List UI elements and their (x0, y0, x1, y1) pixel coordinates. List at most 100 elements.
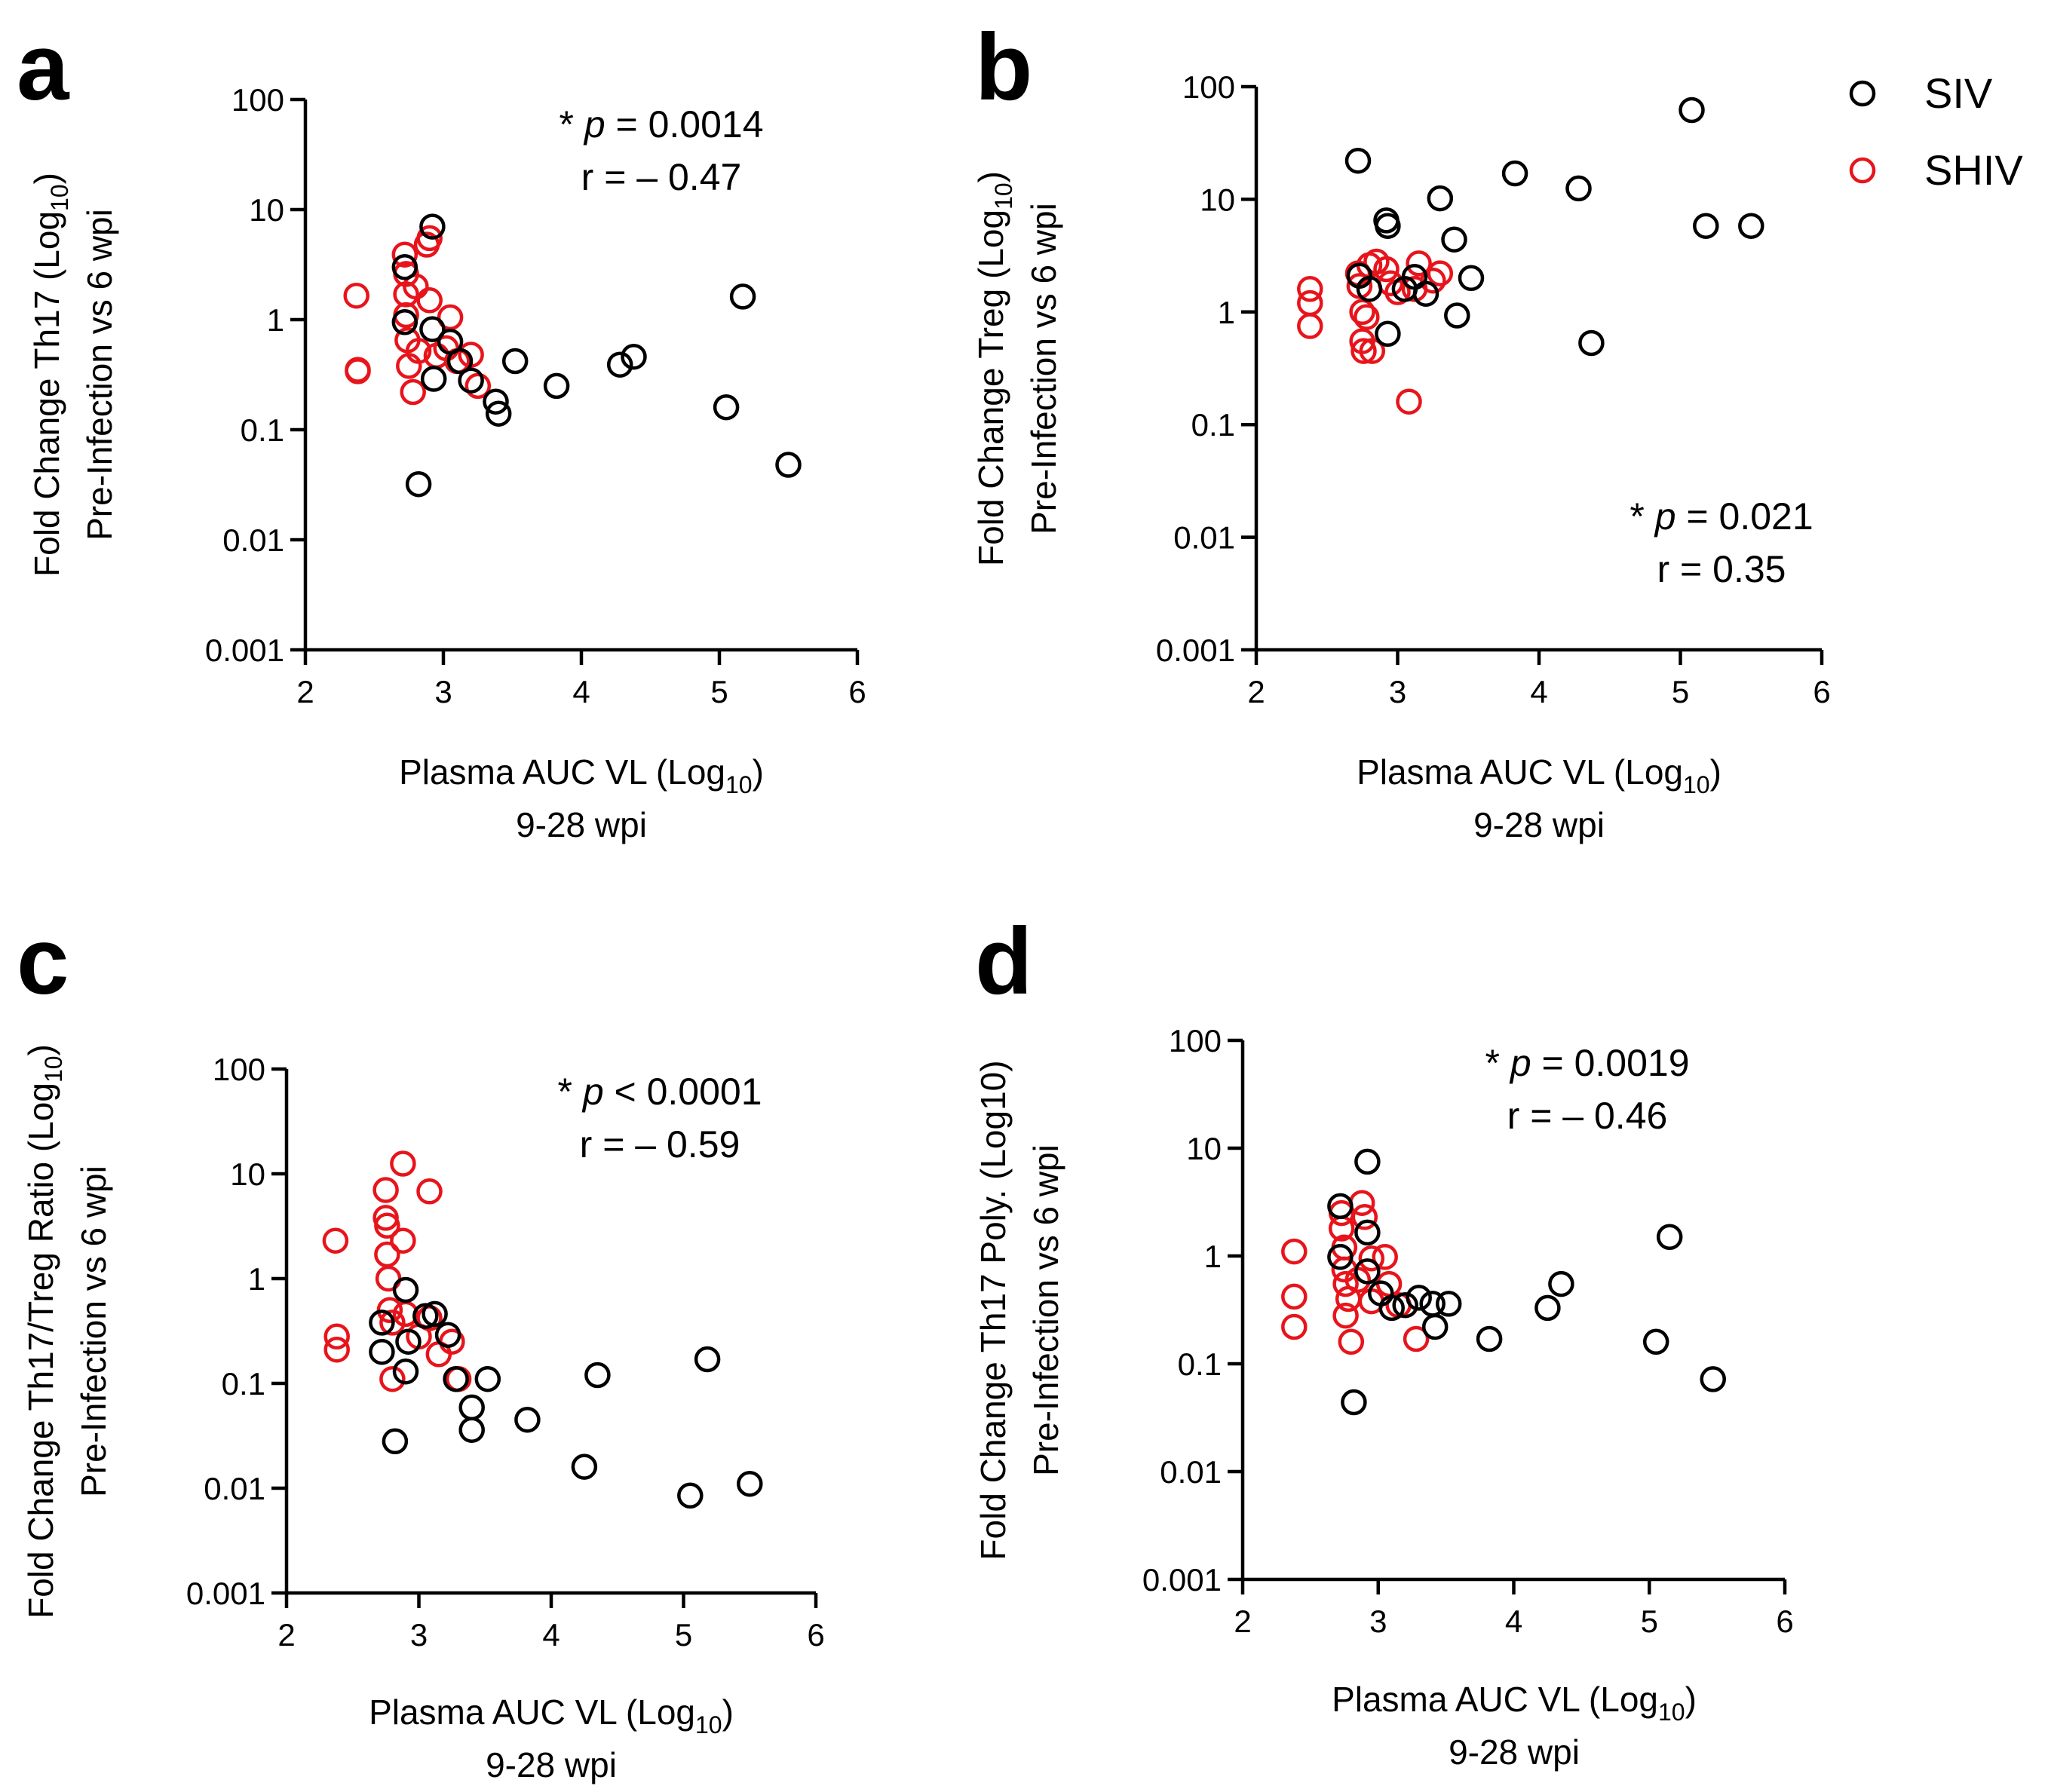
data-point-siv (1327, 1244, 1354, 1270)
y-tick-label: 100 (1182, 69, 1235, 105)
data-point-siv (1548, 1270, 1574, 1297)
x-tick-label: 4 (1530, 674, 1547, 709)
data-point-siv (382, 1428, 409, 1455)
data-point-shiv (1332, 1270, 1359, 1297)
data-point-siv (729, 283, 756, 310)
data-point-siv (1327, 1193, 1354, 1220)
data-point-shiv (1372, 1244, 1398, 1270)
y-tick-label: 0.01 (204, 1471, 265, 1506)
y-tick-label: 0.01 (1160, 1454, 1222, 1490)
stat-p-value: * p = 0.0014 (559, 103, 763, 146)
data-point-siv (412, 1303, 439, 1329)
x-tick-label: 3 (1369, 1604, 1387, 1639)
data-point-siv (1642, 1328, 1669, 1355)
legend: SIV SHIV (1849, 69, 2023, 194)
x-tick-label: 6 (1776, 1604, 1793, 1639)
data-point-shiv (1338, 1328, 1365, 1355)
panel-letter-d: d (975, 909, 1032, 1014)
data-point-siv (1700, 1366, 1726, 1392)
data-point-siv (1458, 265, 1485, 292)
data-point-shiv (416, 287, 443, 314)
stat-r-value: r = 0.35 (1657, 548, 1786, 590)
data-point-shiv (374, 1212, 400, 1239)
data-point-siv (392, 1358, 419, 1385)
data-point-shiv (1358, 1245, 1385, 1272)
data-point-siv (419, 213, 446, 240)
y-axis-subtitle: Pre-Infection vs 6 wpi (1024, 203, 1063, 535)
data-point-siv (405, 470, 432, 498)
x-tick-label: 4 (572, 674, 590, 709)
data-point-siv (1501, 160, 1528, 187)
data-point-siv (584, 1362, 611, 1389)
data-point-shiv (1297, 313, 1323, 339)
data-point-siv (571, 1454, 598, 1480)
data-point-siv (501, 348, 529, 375)
data-point-shiv (1297, 276, 1323, 302)
x-axis-subtitle: 9-28 wpi (1473, 805, 1605, 844)
x-axis-subtitle: 9-28 wpi (486, 1745, 617, 1784)
data-point-shiv (379, 1365, 406, 1392)
data-point-siv (392, 1276, 419, 1303)
data-point-shiv (391, 241, 418, 268)
y-tick-label: 0.001 (205, 633, 284, 668)
y-tick-label: 1 (1204, 1239, 1222, 1274)
stat-r-value: r = – 0.59 (580, 1123, 740, 1166)
stat-p-value: * p < 0.0001 (557, 1071, 762, 1113)
data-point-siv (1412, 280, 1439, 307)
y-tick-label: 10 (249, 192, 284, 228)
y-axis-title: Fold Change Th17 (Log10) (27, 173, 73, 577)
data-point-shiv (1420, 267, 1446, 294)
stat-r-value: r = – 0.47 (581, 156, 742, 198)
data-point-siv (621, 343, 647, 370)
y-tick-label: 0.1 (222, 1366, 265, 1401)
data-point-shiv (1351, 1204, 1378, 1230)
y-tick-label: 0.01 (1173, 520, 1235, 556)
data-point-shiv (1354, 304, 1380, 330)
data-point-shiv (1281, 1283, 1308, 1310)
data-point-shiv (1396, 388, 1422, 415)
data-point-siv (1378, 1294, 1405, 1322)
data-point-siv (1656, 1224, 1683, 1251)
panel-d-plot: 0.001 0.01 0.1 1 10 100 2 3 4 5 6 * p = 0.0019 r = –… (973, 1023, 1794, 1772)
x-tick-label: 2 (277, 1617, 295, 1653)
data-point-shiv (323, 1323, 350, 1350)
data-point-shiv (437, 304, 464, 331)
data-point-siv (1435, 1291, 1462, 1317)
data-point-siv (543, 372, 570, 400)
data-point-siv (391, 309, 418, 335)
data-point-siv (1375, 320, 1401, 348)
data-point-shiv (323, 1336, 350, 1363)
data-point-siv (1354, 1258, 1381, 1285)
data-point-siv (1679, 96, 1705, 124)
data-point-siv (391, 254, 418, 280)
data-point-siv (1344, 147, 1372, 174)
x-axis-title: Plasma AUC VL (Log10) (399, 752, 764, 798)
stat-p-value: * p = 0.021 (1630, 495, 1813, 538)
x-axis-title: Plasma AUC VL (Log10) (1357, 752, 1721, 798)
y-tick-label: 0.1 (1178, 1346, 1222, 1382)
y-axis-title: Fold Change Th17/Treg Ratio (Log10) (21, 1044, 67, 1619)
data-point-shiv (1359, 338, 1386, 364)
legend-siv-marker (1849, 80, 1876, 107)
data-point-siv (1392, 1291, 1418, 1319)
y-tick-label: 10 (1186, 1131, 1222, 1166)
data-point-shiv (379, 1310, 406, 1336)
stat-p-value: * p = 0.0019 (1485, 1042, 1689, 1084)
y-axis-subtitle: Pre-Infection vs 6 wpi (80, 209, 119, 541)
data-point-shiv (1281, 1238, 1308, 1265)
x-tick-label: 5 (675, 1617, 692, 1653)
x-tick-label: 2 (1234, 1604, 1251, 1639)
data-point-siv (1356, 276, 1383, 302)
y-axis-subtitle: Pre-Infection vs 6 wpi (1026, 1144, 1065, 1476)
data-point-siv (369, 1310, 395, 1336)
legend-shiv-label: SHIV (1924, 146, 2023, 194)
x-tick-label: 5 (710, 674, 728, 709)
data-point-siv (1738, 213, 1764, 239)
y-tick-label: 100 (231, 82, 284, 118)
y-tick-label: 0.001 (1142, 1562, 1222, 1597)
x-axis-subtitle: 9-28 wpi (516, 805, 647, 844)
data-point-siv (1441, 226, 1467, 253)
panel-a-plot: 0.001 0.01 0.1 1 10 100 2 3 4 5 6 * p = 0.0014 r = –… (27, 82, 866, 844)
data-point-shiv (322, 1227, 349, 1254)
data-point-shiv (1373, 256, 1400, 283)
